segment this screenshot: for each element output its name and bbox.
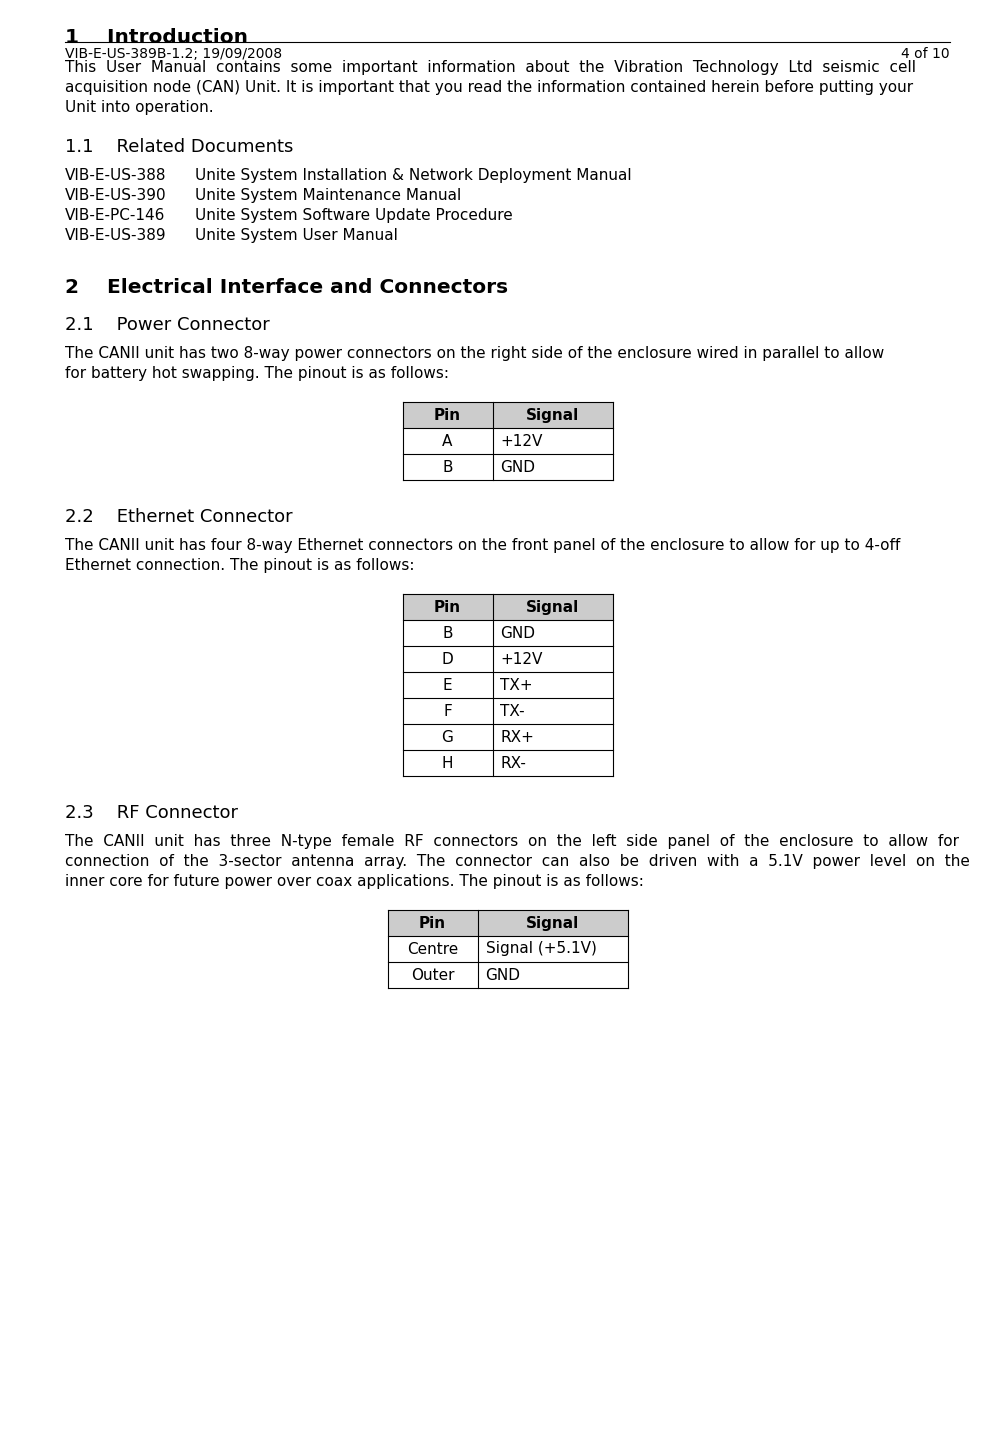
Text: F: F	[443, 703, 452, 719]
Text: 2    Electrical Interface and Connectors: 2 Electrical Interface and Connectors	[65, 278, 509, 297]
Text: Unite System User Manual: Unite System User Manual	[195, 228, 398, 244]
Text: Signal: Signal	[526, 599, 579, 615]
Text: 2.2    Ethernet Connector: 2.2 Ethernet Connector	[65, 507, 292, 526]
Text: Signal: Signal	[526, 915, 579, 931]
Text: VIB-E-US-390: VIB-E-US-390	[65, 188, 167, 203]
Text: The CANII unit has two 8-way power connectors on the right side of the enclosure: The CANII unit has two 8-way power conne…	[65, 347, 884, 361]
Text: H: H	[442, 755, 453, 770]
Text: GND: GND	[485, 967, 521, 983]
Text: VIB-E-US-388: VIB-E-US-388	[65, 168, 167, 183]
Text: 1    Introduction: 1 Introduction	[65, 28, 248, 46]
Text: Pin: Pin	[419, 915, 446, 931]
Text: VIB-E-US-389: VIB-E-US-389	[65, 228, 167, 244]
Bar	[402, 402, 612, 428]
Text: Unite System Installation & Network Deployment Manual: Unite System Installation & Network Depl…	[195, 168, 631, 183]
Text: 2.1    Power Connector: 2.1 Power Connector	[65, 316, 269, 334]
Text: The  CANII  unit  has  three  N-type  female  RF  connectors  on  the  left  sid: The CANII unit has three N-type female R…	[65, 834, 959, 850]
Text: +12V: +12V	[500, 651, 543, 667]
Text: inner core for future power over coax applications. The pinout is as follows:: inner core for future power over coax ap…	[65, 874, 644, 889]
Text: TX+: TX+	[500, 677, 533, 693]
Bar	[388, 911, 627, 937]
Text: G: G	[441, 729, 453, 744]
Text: B: B	[442, 460, 452, 474]
Text: This  User  Manual  contains  some  important  information  about  the  Vibratio: This User Manual contains some important…	[65, 59, 916, 75]
Text: Outer: Outer	[411, 967, 454, 983]
Text: connection  of  the  3-sector  antenna  array.  The  connector  can  also  be  d: connection of the 3-sector antenna array…	[65, 854, 970, 869]
Text: Unite System Software Update Procedure: Unite System Software Update Procedure	[195, 207, 513, 223]
Text: Pin: Pin	[434, 599, 461, 615]
Text: 1.1    Related Documents: 1.1 Related Documents	[65, 138, 293, 157]
Text: Unit into operation.: Unit into operation.	[65, 100, 214, 115]
Text: for battery hot swapping. The pinout is as follows:: for battery hot swapping. The pinout is …	[65, 365, 449, 381]
Text: Unite System Maintenance Manual: Unite System Maintenance Manual	[195, 188, 461, 203]
Text: RX-: RX-	[500, 755, 527, 770]
Text: Signal (+5.1V): Signal (+5.1V)	[485, 941, 596, 957]
Text: acquisition node (CAN) Unit. It is important that you read the information conta: acquisition node (CAN) Unit. It is impor…	[65, 80, 914, 96]
Text: B: B	[442, 625, 452, 641]
Text: VIB-E-US-389B-1.2; 19/09/2008: VIB-E-US-389B-1.2; 19/09/2008	[65, 46, 282, 61]
Text: GND: GND	[500, 460, 536, 474]
Text: Ethernet connection. The pinout is as follows:: Ethernet connection. The pinout is as fo…	[65, 558, 414, 573]
Text: 4 of 10: 4 of 10	[901, 46, 950, 61]
Text: Signal: Signal	[526, 407, 579, 422]
Text: A: A	[442, 434, 452, 448]
Text: 2.3    RF Connector: 2.3 RF Connector	[65, 803, 238, 822]
Text: TX-: TX-	[500, 703, 526, 719]
Text: GND: GND	[500, 625, 536, 641]
Text: E: E	[442, 677, 452, 693]
Text: RX+: RX+	[500, 729, 535, 744]
Text: +12V: +12V	[500, 434, 543, 448]
Text: D: D	[441, 651, 453, 667]
Text: VIB-E-PC-146: VIB-E-PC-146	[65, 207, 166, 223]
Text: The CANII unit has four 8-way Ethernet connectors on the front panel of the encl: The CANII unit has four 8-way Ethernet c…	[65, 538, 900, 552]
Text: Centre: Centre	[407, 941, 458, 957]
Bar	[402, 594, 612, 621]
Text: Pin: Pin	[434, 407, 461, 422]
